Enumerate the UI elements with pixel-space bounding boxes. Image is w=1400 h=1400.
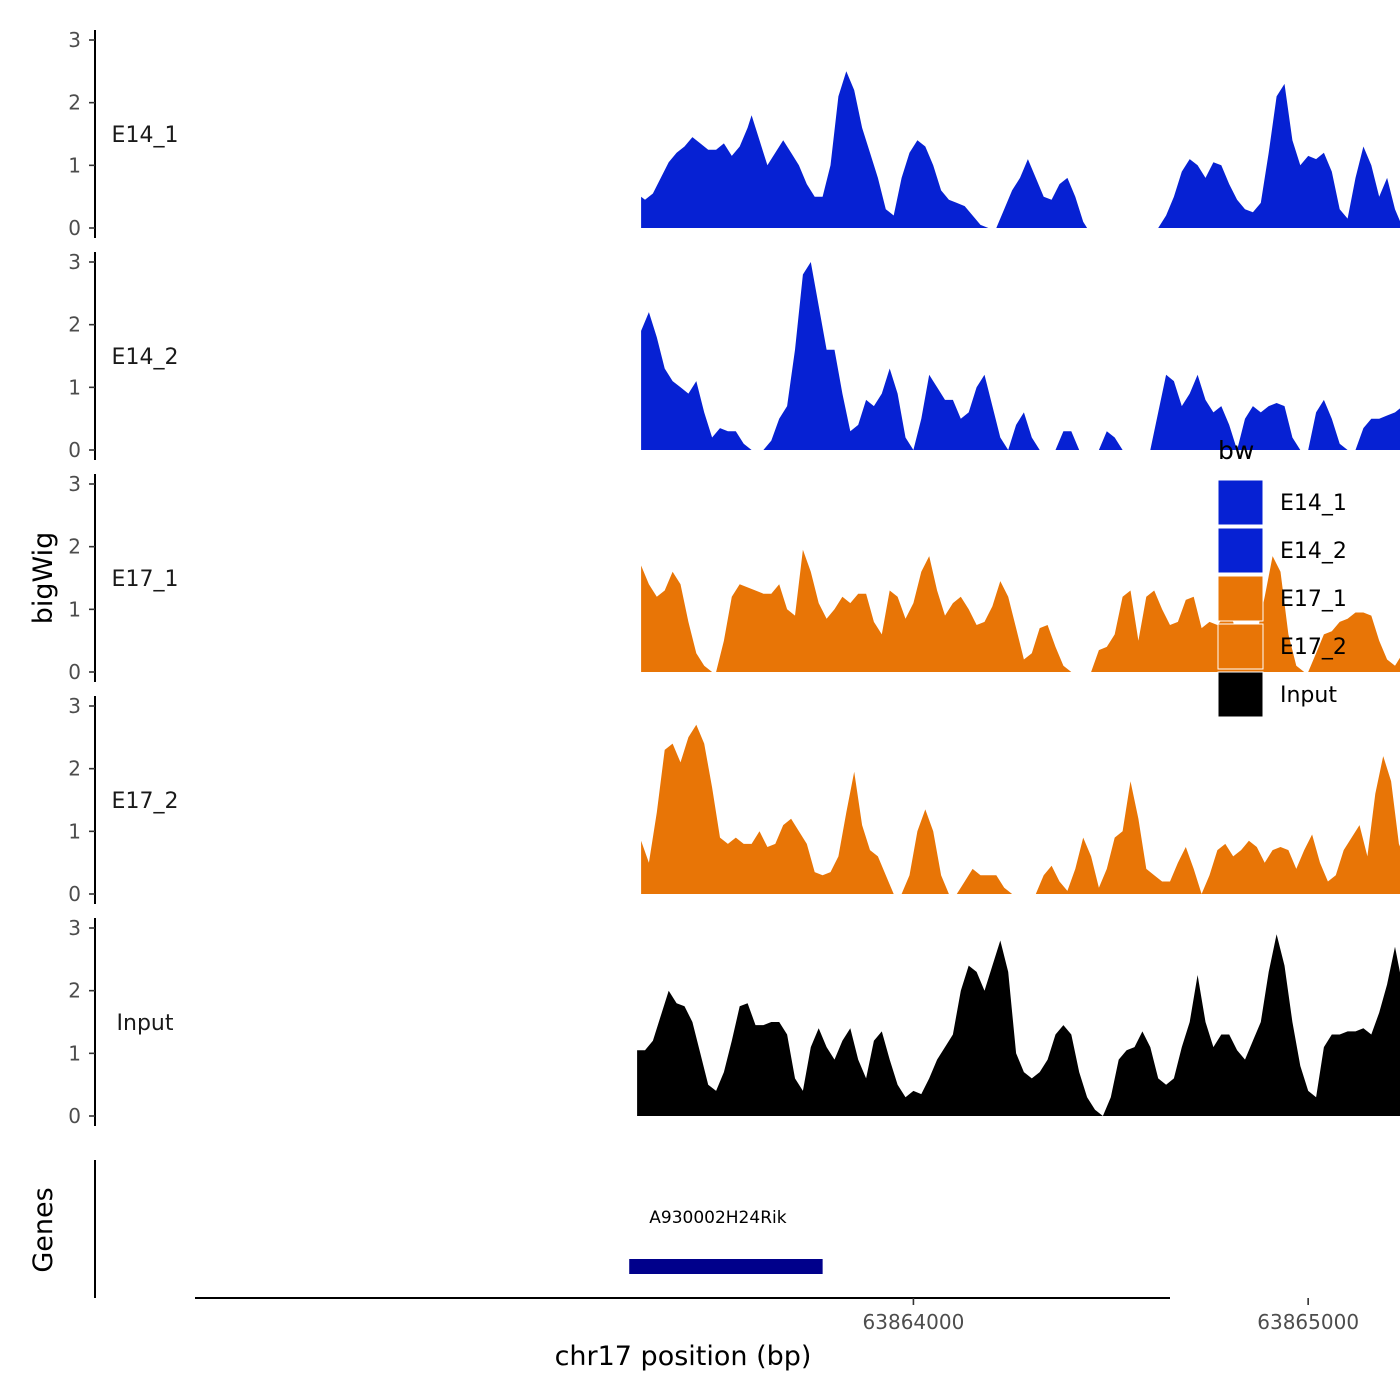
- y-tick-label: 1: [68, 153, 81, 177]
- y-tick-label: 0: [68, 1104, 81, 1128]
- legend-label: E17_1: [1280, 587, 1347, 612]
- coverage-area: [641, 262, 1400, 450]
- coverage-area: [637, 934, 1400, 1116]
- legend-label: E14_2: [1280, 539, 1347, 564]
- gene-body: [629, 1259, 823, 1274]
- track-label: Input: [117, 1011, 174, 1036]
- track-e14-2: 0 1 2 3 E14_2: [68, 250, 1400, 462]
- y-tick-label: 0: [68, 882, 81, 906]
- legend-swatch: [1217, 479, 1264, 526]
- y-tick-label: 2: [68, 979, 81, 1003]
- y-tick-label: 2: [68, 313, 81, 337]
- y-tick-label: 0: [68, 438, 81, 462]
- legend-label: Input: [1280, 683, 1337, 708]
- y-tick-label: 3: [68, 28, 81, 52]
- track-e17-2: 0 1 2 3 E17_2: [68, 694, 1400, 906]
- track-label: E17_1: [112, 567, 179, 592]
- y-tick-label: 2: [68, 91, 81, 115]
- y-tick-label: 2: [68, 535, 81, 559]
- coverage-tracks: 0 1 2 3 E14_1 0 1 2 3 E14_2 0 1 2 3 E17_1 0 1 2 3 E17_2 0 1 2 3…: [68, 28, 1400, 1128]
- y-tick-label: 1: [68, 819, 81, 843]
- legend: bw E14_1 E14_2 E17_1 E17_2 Input: [1217, 436, 1347, 718]
- track-label: E14_1: [112, 123, 179, 148]
- y-tick-label: 1: [68, 1041, 81, 1065]
- x-axis: 63864000 63865000: [195, 1297, 1359, 1334]
- y-tick-label: 3: [68, 694, 81, 718]
- genes-track: A930002H24Rik: [94, 1160, 823, 1298]
- y-tick-label: 0: [68, 660, 81, 684]
- y-tick-label: 3: [68, 250, 81, 274]
- genes-axis-title: Genes: [28, 1187, 59, 1272]
- legend-swatch: [1217, 623, 1264, 670]
- track-label: E14_2: [112, 345, 179, 370]
- y-tick-label: 2: [68, 757, 81, 781]
- y-axis-title: bigWig: [28, 532, 59, 625]
- track-e14-1: 0 1 2 3 E14_1: [68, 28, 1400, 240]
- y-tick-label: 0: [68, 216, 81, 240]
- legend-title: bw: [1218, 436, 1254, 465]
- y-tick-label: 1: [68, 375, 81, 399]
- track-label: E17_2: [112, 789, 179, 814]
- x-axis-title: chr17 position (bp): [555, 1341, 812, 1372]
- gene-label: A930002H24Rik: [649, 1208, 786, 1228]
- coverage-area: [641, 549, 1400, 672]
- track-e17-1: 0 1 2 3 E17_1: [68, 472, 1400, 684]
- coverage-area: [641, 724, 1400, 894]
- legend-swatch: [1217, 671, 1264, 718]
- y-tick-label: 3: [68, 916, 81, 940]
- y-tick-label: 1: [68, 597, 81, 621]
- legend-label: E17_2: [1280, 635, 1347, 660]
- legend-swatch: [1217, 527, 1264, 574]
- coverage-area: [641, 71, 1400, 228]
- x-tick-label: 63865000: [1257, 1310, 1359, 1334]
- legend-label: E14_1: [1280, 491, 1347, 516]
- x-tick-label: 63864000: [863, 1310, 965, 1334]
- legend-swatch: [1217, 575, 1264, 622]
- track-input: 0 1 2 3 Input: [68, 916, 1400, 1128]
- y-tick-label: 3: [68, 472, 81, 496]
